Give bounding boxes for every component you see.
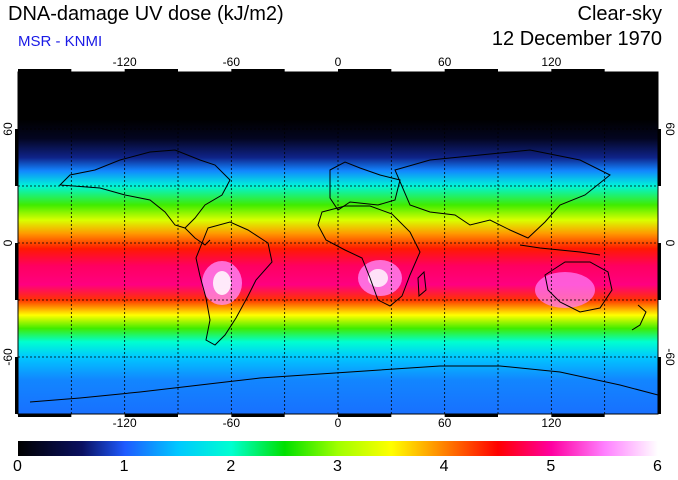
frame-bar [338,414,392,417]
sky-condition: Clear-sky [577,3,662,25]
frame-bar [444,69,498,72]
frame-bar [658,129,661,186]
hotspot-australia [535,272,595,308]
coast-antarctica [29,365,659,403]
lat-tick-label: 60 [1,122,15,136]
frame-bar [15,129,18,186]
hotspot-africa-core [368,269,388,287]
map-frame [15,69,661,417]
lat-tick-label: 0 [1,239,15,246]
frame-bar [658,357,661,414]
lon-tick-label: -60 [223,55,241,69]
frame-bar [444,414,498,417]
source-label: MSR - KNMI [18,33,103,50]
colorbar-label: 2 [226,458,236,475]
lon-tick-label: 60 [438,55,452,69]
coast-north-america [58,149,231,229]
frame-bar [231,414,285,417]
longitude-ticks: -120 -120 -60 -60 0 0 60 60 120 120 [113,55,562,430]
coast-south-america [195,221,273,346]
lon-tick-label: 0 [335,416,342,430]
lat-tick-label: -60 [663,348,677,366]
coastlines [29,149,659,403]
colorbar-label: 4 [439,458,449,475]
coast-madagascar [417,270,427,298]
frame-bar [124,69,178,72]
colorbar-label: 1 [119,458,129,475]
frame-bar [18,69,72,72]
frame-bar [18,414,72,417]
lat-tick-label: 60 [663,122,677,136]
coast-central-america [184,227,211,246]
frame-bar [658,243,661,300]
hotspot-south-america-core [213,271,231,295]
frame-bar [15,243,18,300]
lon-tick-label: 120 [541,416,561,430]
map-date: 12 December 1970 [491,28,662,50]
colorbar-label: 6 [653,458,662,475]
coast-asia [394,149,611,239]
lat-tick-label: -60 [1,348,15,366]
coast-europe [329,161,401,211]
lon-tick-label: -120 [113,416,137,430]
coast-new-zealand [631,304,647,331]
frame-bar [231,69,285,72]
colorbar [18,441,658,456]
lon-tick-label: 120 [541,55,561,69]
graticule [18,72,658,414]
lat-tick-label: 0 [663,240,677,247]
frame-bar [15,357,18,414]
map-title: DNA-damage UV dose (kJ/m2) [8,3,284,25]
colorbar-label: 5 [546,458,556,475]
lon-tick-label: -60 [223,416,241,430]
frame-bar [124,414,178,417]
lon-tick-label: 60 [438,416,452,430]
frame-bar [551,414,605,417]
coast-indonesia [519,244,601,256]
frame-bar [551,69,605,72]
colorbar-label: 3 [333,458,342,475]
coast-australia [544,261,613,313]
colorbar-label: 0 [13,458,22,475]
latitude-ticks: 60 60 0 0 -60 -60 [1,122,677,366]
lon-tick-label: -120 [113,55,137,69]
frame-bar [338,69,392,72]
coast-africa [317,205,421,307]
lon-tick-label: 0 [335,55,342,69]
